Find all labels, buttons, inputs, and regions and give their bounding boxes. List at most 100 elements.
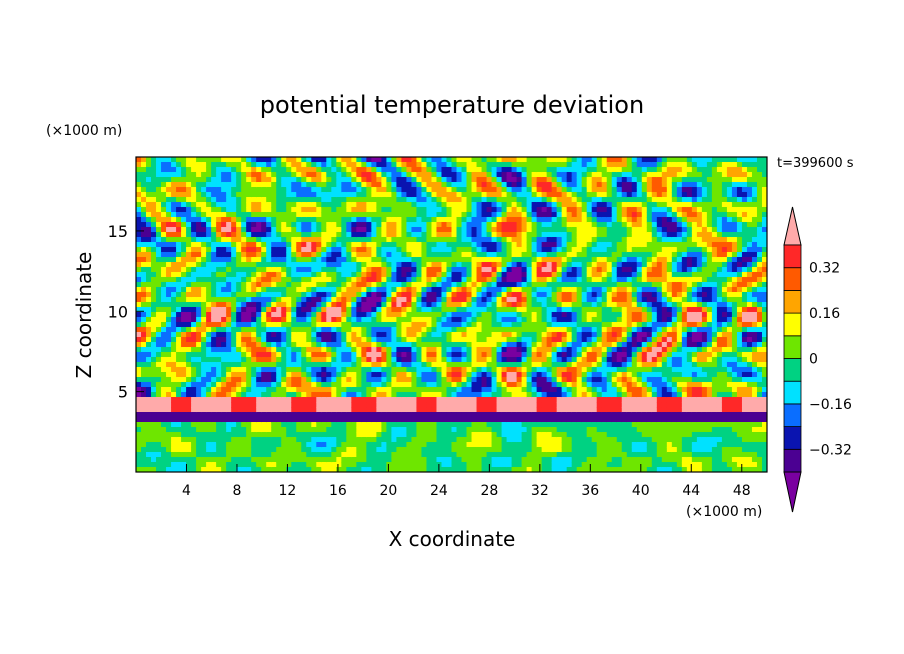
heatmap-cell — [171, 247, 177, 253]
heatmap-cell — [451, 447, 458, 453]
heatmap-cell — [486, 422, 493, 428]
heatmap-cell — [201, 352, 207, 358]
heatmap-cell — [271, 292, 277, 298]
heatmap-cell — [261, 162, 267, 168]
heatmap-cell — [251, 327, 257, 333]
heatmap-cell — [276, 217, 282, 223]
heatmap-cell — [426, 162, 433, 168]
heatmap-cell — [481, 237, 488, 243]
heatmap-cell — [286, 172, 292, 178]
heatmap-cell — [326, 377, 332, 383]
heatmap-cell — [516, 367, 523, 373]
heatmap-cell — [511, 217, 518, 223]
heatmap-cell — [371, 317, 377, 323]
heatmap-cell — [241, 322, 247, 328]
heatmap-cell — [271, 247, 277, 253]
heatmap-cell — [421, 387, 428, 393]
heatmap-cell — [316, 367, 322, 373]
heatmap-cell — [356, 282, 362, 288]
heatmap-cell — [326, 257, 332, 263]
heatmap-cell — [436, 307, 443, 313]
heatmap-cell — [421, 367, 428, 373]
heatmap-cell — [471, 167, 478, 173]
heatmap-cell — [411, 402, 418, 408]
heatmap-cell — [521, 337, 528, 343]
heatmap-cell — [161, 247, 167, 253]
heatmap-cell — [526, 452, 533, 458]
heatmap-cell — [246, 422, 252, 428]
heatmap-cell — [431, 252, 438, 258]
heatmap-cell — [241, 407, 247, 413]
heatmap-cell — [331, 257, 337, 263]
heatmap-cell — [141, 432, 147, 438]
heatmap-cell — [446, 157, 453, 163]
heatmap-cell — [531, 157, 538, 163]
heatmap-cell — [376, 437, 382, 443]
heatmap-cell — [241, 237, 247, 243]
heatmap-cell — [506, 462, 513, 468]
heatmap-cell — [531, 192, 538, 198]
heatmap-cell — [406, 262, 413, 268]
heatmap-cell — [151, 262, 157, 268]
heatmap-cell — [256, 207, 262, 213]
heatmap-cell — [526, 317, 533, 323]
heatmap-cell — [141, 347, 147, 353]
heatmap-cell — [316, 407, 322, 413]
heatmap-cell — [231, 402, 237, 408]
heatmap-cell — [141, 427, 147, 433]
heatmap-cell — [181, 187, 187, 193]
heatmap-cell — [496, 452, 503, 458]
heatmap-cell — [471, 357, 478, 363]
heatmap-cell — [271, 372, 277, 378]
heatmap-cell — [481, 367, 488, 373]
heatmap-cell — [176, 427, 182, 433]
heatmap-cell — [286, 422, 292, 428]
heatmap-cell — [241, 307, 247, 313]
heatmap-cell — [181, 302, 187, 308]
heatmap-cell — [246, 207, 252, 213]
heatmap-cell — [501, 162, 508, 168]
heatmap-cell — [401, 167, 408, 173]
heatmap-cell — [401, 322, 408, 328]
heatmap-cell — [346, 277, 352, 283]
heatmap-cell — [416, 427, 423, 433]
heatmap-cell — [361, 252, 367, 258]
heatmap-cell — [396, 242, 403, 248]
heatmap-cell — [521, 267, 528, 273]
heatmap-cell — [196, 437, 202, 443]
heatmap-cell — [406, 317, 413, 323]
heatmap-cell — [266, 422, 272, 428]
heatmap-cell — [161, 192, 167, 198]
heatmap-cell — [146, 382, 152, 388]
heatmap-cell — [311, 212, 317, 218]
heatmap-cell — [436, 292, 443, 298]
heatmap-cell — [221, 427, 227, 433]
heatmap-cell — [331, 177, 337, 183]
heatmap-cell — [306, 422, 312, 428]
heatmap-cell — [176, 237, 182, 243]
heatmap-cell — [356, 357, 362, 363]
heatmap-cell — [181, 317, 187, 323]
heatmap-cell — [526, 357, 533, 363]
heatmap-cell — [201, 212, 207, 218]
heatmap-cell — [386, 252, 393, 258]
heatmap-cell — [521, 447, 528, 453]
heatmap-cell — [426, 332, 433, 338]
heatmap-cell — [266, 297, 272, 303]
heatmap-cell — [331, 307, 337, 313]
heatmap-cell — [326, 382, 332, 388]
heatmap-cell — [321, 302, 327, 308]
heatmap-cell — [466, 247, 473, 253]
heatmap-cell — [171, 317, 177, 323]
heatmap-cell — [261, 307, 267, 313]
heatmap-cell — [521, 432, 528, 438]
heatmap-cell — [466, 407, 473, 413]
heatmap-cell — [271, 162, 277, 168]
heatmap-cell — [446, 447, 453, 453]
heatmap-cell — [276, 467, 282, 472]
heatmap-cell — [361, 417, 367, 423]
heatmap-cell — [501, 422, 508, 428]
heatmap-cell — [146, 327, 152, 333]
heatmap-cell — [466, 282, 473, 288]
heatmap-cell — [256, 417, 262, 423]
